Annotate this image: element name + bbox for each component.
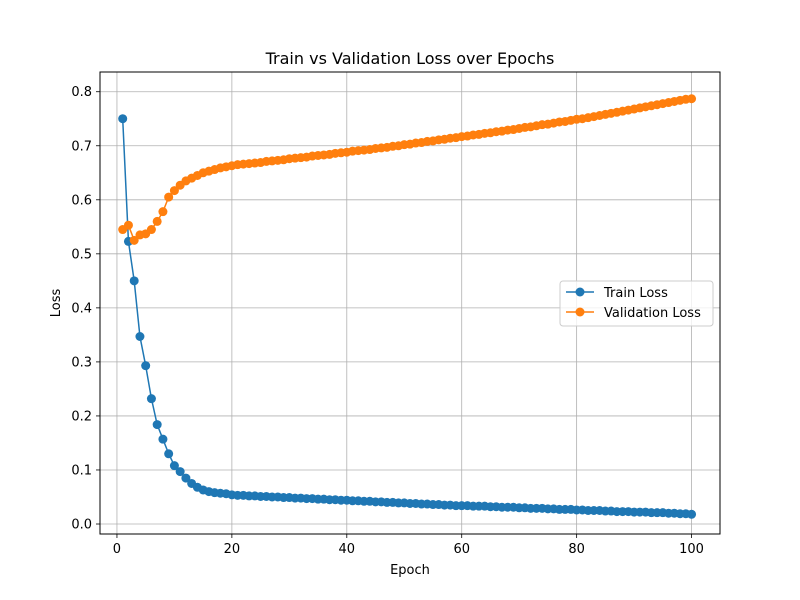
- data-point-train-loss: [175, 467, 185, 477]
- y-tick-label: 0.7: [71, 139, 92, 154]
- data-point-validation-loss: [123, 220, 133, 230]
- x-axis-label: Epoch: [390, 563, 430, 578]
- data-point-train-loss: [146, 394, 156, 404]
- axes-frame: [99, 71, 721, 535]
- y-tick-label: 0.4: [71, 301, 92, 316]
- data-point-validation-loss: [169, 186, 179, 196]
- x-tick-label: 40: [339, 542, 356, 557]
- y-tick-label: 0.8: [71, 85, 92, 100]
- y-tick-label: 0.5: [71, 247, 92, 262]
- x-tick-label: 0: [113, 542, 121, 557]
- legend-box: [559, 280, 714, 327]
- data-point-train-loss: [158, 434, 168, 444]
- x-tick-label: 80: [568, 542, 585, 557]
- chart-title: Train vs Validation Loss over Epochs: [265, 49, 555, 68]
- legend-marker-train: [575, 287, 585, 297]
- y-tick-label: 0.1: [71, 463, 92, 478]
- x-tick-label: 60: [453, 542, 470, 557]
- legend-label-train: Train Loss: [603, 286, 668, 301]
- data-point-validation-loss: [146, 225, 156, 235]
- data-point-validation-loss: [164, 192, 174, 202]
- data-point-train-loss: [135, 332, 145, 342]
- data-point-validation-loss: [158, 207, 168, 217]
- y-tick-label: 0.3: [71, 355, 92, 370]
- legend: Train Loss Validation Loss: [559, 280, 714, 327]
- series-layer: [118, 94, 697, 519]
- series-train-loss: [118, 114, 697, 519]
- data-point-train-loss: [141, 361, 151, 371]
- data-point-train-loss: [169, 461, 179, 471]
- data-point-train-loss: [687, 509, 697, 519]
- data-point-train-loss: [118, 114, 128, 124]
- data-point-validation-loss: [129, 235, 139, 245]
- data-point-train-loss: [181, 473, 191, 483]
- data-point-train-loss: [152, 420, 162, 430]
- data-point-validation-loss: [152, 216, 162, 226]
- legend-marker-validation: [575, 307, 585, 317]
- y-tick-label: 0.6: [71, 193, 92, 208]
- y-tick-label: 0.0: [71, 518, 92, 533]
- ticks: 0 20 40 60 80 100 0.0 0.1 0.2 0.3 0.4 0.5 0.6 0.7 0.8: [71, 85, 704, 557]
- y-tick-label: 0.2: [71, 409, 92, 424]
- legend-label-validation: Validation Loss: [604, 306, 701, 321]
- y-axis-label: Loss: [49, 289, 64, 318]
- data-point-validation-loss: [687, 94, 697, 104]
- data-point-train-loss: [164, 449, 174, 459]
- series-validation-loss: [118, 94, 697, 245]
- x-tick-label: 20: [224, 542, 241, 557]
- data-point-train-loss: [129, 276, 139, 286]
- x-tick-label: 100: [679, 542, 704, 557]
